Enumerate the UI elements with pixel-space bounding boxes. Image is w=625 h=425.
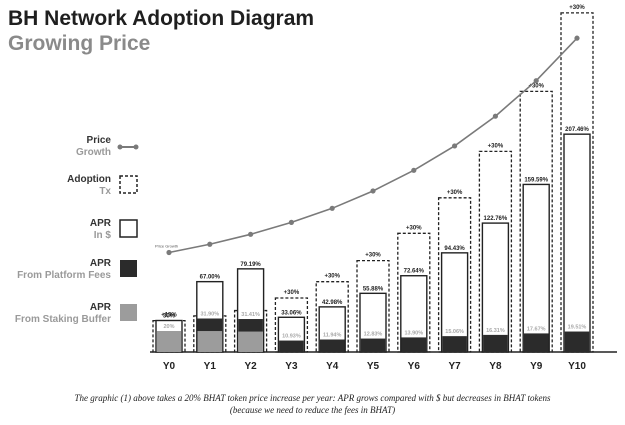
apr-usd-bar-Y10	[563, 133, 591, 353]
legend-label-adoption: Adoption	[67, 174, 111, 185]
x-tick-label-Y6: Y6	[408, 361, 421, 372]
legend-label-apr_buffer: APR	[90, 302, 112, 313]
apr-buffer-bar-Y0	[156, 331, 182, 352]
adoption-label-Y7: +30%	[447, 190, 463, 196]
price-growth-point-Y3	[288, 219, 294, 225]
apr-fees-bar-Y1	[197, 318, 223, 332]
apr-usd-label-Y6: 72.64%	[404, 269, 425, 275]
legend-sublabel-apr_usd: In $	[94, 230, 112, 241]
adoption-bar-Y4	[315, 281, 349, 353]
apr-fees-bar-Y5	[360, 338, 386, 352]
legend-label-apr_usd: APR	[90, 218, 112, 229]
apr-usd-label-Y3: 33.06%	[281, 310, 302, 316]
apr-usd-label-Y0: 30%	[163, 314, 176, 320]
legend-swatch-dot-a	[117, 144, 123, 150]
price-growth-label: Price Growth	[155, 244, 178, 249]
apr-fees-bar-Y4	[319, 339, 345, 352]
legend-label-apr_fees: APR	[90, 258, 112, 269]
apr-bhat-label-Y2: 31.41%	[241, 312, 260, 318]
apr-usd-bar-Y9	[522, 183, 550, 353]
apr-fees-bar-Y6	[401, 337, 427, 352]
apr-bhat-label-Y8: 16.31%	[486, 328, 505, 334]
adoption-bar-Y5	[356, 259, 390, 353]
price-growth-point-Y1	[207, 241, 213, 247]
adoption-label-Y6: +30%	[406, 225, 422, 231]
adoption-label-Y8: +30%	[488, 143, 504, 149]
apr-usd-label-Y7: 94.43%	[444, 246, 465, 252]
legend-swatch-apr_usd	[119, 219, 138, 238]
apr-buffer-bar-Y1	[197, 331, 223, 352]
apr-bhat-label-Y0: 20%	[163, 324, 174, 330]
adoption-label-Y9: +30%	[528, 83, 544, 89]
price-growth-line	[168, 37, 578, 254]
apr-usd-label-Y9: 159.59%	[524, 177, 548, 183]
price-growth-point-Y7	[452, 143, 458, 149]
price-growth-point-Y4	[329, 205, 335, 211]
x-tick-label-Y4: Y4	[326, 361, 339, 372]
legend-sublabel-apr_buffer: From Staking Buffer	[15, 314, 111, 325]
apr-usd-bar-Y7	[440, 252, 469, 353]
adoption-label-Y5: +30%	[365, 253, 381, 259]
apr-usd-label-Y1: 67.00%	[200, 275, 221, 281]
price-growth-point-Y5	[370, 188, 376, 194]
x-tick-label-Y5: Y5	[367, 361, 380, 372]
apr-usd-label-Y5: 55.88%	[363, 286, 384, 292]
price-growth-point-Y8	[492, 113, 498, 119]
adoption-bar-Y9	[519, 90, 553, 353]
x-tick-label-Y3: Y3	[285, 361, 298, 372]
x-tick-label-Y0: Y0	[163, 361, 176, 372]
adoption-label-Y10: +30%	[569, 5, 585, 11]
apr-bhat-label-Y9: 17.67%	[527, 326, 546, 332]
apr-fees-bar-Y8	[483, 334, 508, 352]
x-tick-label-Y9: Y9	[530, 361, 543, 372]
apr-fees-bar-Y3	[279, 340, 304, 352]
legend-swatch-adoption	[119, 175, 138, 194]
apr-bhat-label-Y6: 13.90%	[404, 330, 423, 336]
apr-usd-label-Y8: 122.76%	[484, 216, 508, 222]
apr-bhat-label-Y3: 10.93%	[282, 334, 301, 340]
legend-swatch-apr_fees	[120, 260, 137, 277]
adoption-bar-Y8	[478, 150, 513, 353]
x-tick-label-Y10: Y10	[568, 361, 586, 372]
apr-bhat-label-Y1: 31.90%	[200, 312, 219, 318]
x-tick-label-Y7: Y7	[448, 361, 461, 372]
x-tick-label-Y8: Y8	[489, 361, 502, 372]
apr-bhat-label-Y4: 11.94%	[323, 333, 341, 339]
price-growth-point-Y9	[533, 78, 539, 84]
price-growth-point-Y6	[411, 167, 417, 173]
chart-subtitle: Growing Price	[8, 32, 151, 55]
apr-bhat-label-Y10: 19.51%	[568, 325, 587, 331]
apr-fees-bar-Y10	[564, 331, 590, 352]
legend-swatch-apr_buffer	[120, 304, 137, 321]
legend-sublabel-price: Growth	[76, 147, 111, 158]
legend-swatch-dot-b	[133, 144, 139, 150]
apr-buffer-bar-Y2	[238, 331, 263, 352]
adoption-label-Y4: +30%	[324, 274, 340, 280]
price-growth-point-Y10	[574, 35, 580, 41]
adoption-label-Y3: +30%	[284, 290, 300, 296]
chart-caption: The graphic (1) above takes a 20% BHAT t…	[74, 393, 551, 415]
apr-usd-label-Y2: 79.19%	[240, 262, 261, 268]
legend-label-price: Price	[87, 135, 112, 146]
price-growth-point-Y0	[166, 249, 172, 256]
apr-bhat-label-Y7: 15.06%	[445, 329, 464, 335]
apr-usd-label-Y4: 42.98%	[322, 300, 343, 306]
chart-title: BH Network Adoption Diagram	[8, 7, 315, 30]
apr-bhat-label-Y5: 12.83%	[364, 332, 383, 338]
apr-fees-bar-Y9	[523, 333, 549, 352]
legend-sublabel-adoption: Tx	[99, 186, 111, 197]
x-tick-label-Y1: Y1	[204, 361, 217, 372]
apr-usd-label-Y10: 207.46%	[565, 127, 589, 133]
legend-sublabel-apr_fees: From Platform Fees	[17, 270, 111, 281]
adoption-label-Y0: +15%	[161, 313, 177, 319]
price-growth-point-Y2	[248, 231, 254, 237]
apr-fees-bar-Y7	[442, 336, 467, 352]
x-tick-label-Y2: Y2	[244, 361, 257, 372]
apr-fees-bar-Y2	[238, 319, 263, 332]
